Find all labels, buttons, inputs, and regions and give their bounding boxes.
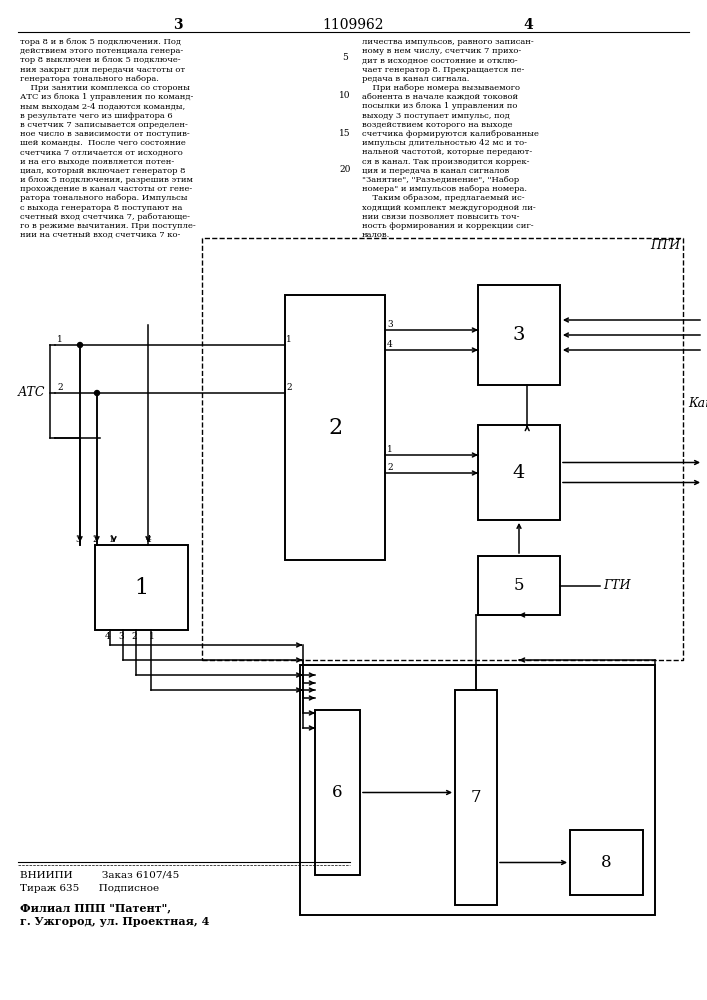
Text: 5: 5 [342,53,348,62]
Text: 20: 20 [339,165,351,174]
Bar [570,830,643,895]
Text: 3: 3 [118,632,124,641]
Text: ГТИ: ГТИ [603,579,631,592]
Text: 2: 2 [387,463,392,472]
Circle shape [78,342,83,348]
Text: Филиал ППП "Патент",: Филиал ППП "Патент", [20,902,171,913]
Text: 1: 1 [57,335,63,344]
Text: 2: 2 [328,416,342,438]
Bar [95,545,188,630]
Text: АТС: АТС [18,386,45,399]
Bar [478,556,560,615]
Text: 2: 2 [92,535,98,544]
Text: ПТИ: ПТИ [650,239,680,252]
Text: 1: 1 [149,632,155,641]
Circle shape [95,390,100,395]
Text: 3: 3 [387,320,392,329]
Bar [478,425,560,520]
Text: 4: 4 [513,464,525,482]
Text: 1: 1 [286,335,292,344]
Text: 4: 4 [523,18,533,32]
Text: 4: 4 [105,632,111,641]
Bar [478,285,560,385]
Text: 5: 5 [514,577,525,594]
Text: 3: 3 [75,535,81,544]
Text: 8: 8 [601,854,612,871]
Bar [202,238,683,660]
Text: 3: 3 [173,18,183,32]
Text: 15: 15 [339,128,351,137]
Text: тора 8 и в блок 5 подключения. Под
действием этого потенциала генера-
тор 8 выкл: тора 8 и в блок 5 подключения. Под дейст… [20,38,196,239]
Text: ВНИИПИ         Заказ 6107/45: ВНИИПИ Заказ 6107/45 [20,870,180,879]
Text: 2: 2 [57,383,63,392]
Text: 4: 4 [146,535,152,544]
Text: 2: 2 [286,383,291,392]
Text: Канал: Канал [688,397,707,410]
Text: г. Ужгород, ул. Проектная, 4: г. Ужгород, ул. Проектная, 4 [20,916,209,927]
Bar [315,710,360,875]
Text: 6: 6 [332,784,343,801]
Text: 1109962: 1109962 [322,18,384,32]
Text: личества импульсов, равного записан-
ному в нем числу, счетчик 7 прихо-
дит в ис: личества импульсов, равного записан- ном… [362,38,539,239]
Text: 3: 3 [513,326,525,344]
Text: 7: 7 [471,789,481,806]
Text: 1: 1 [109,535,115,544]
Text: Тираж 635      Подписное: Тираж 635 Подписное [20,884,159,893]
Bar [285,295,385,560]
Text: 1: 1 [387,445,393,454]
Text: 10: 10 [339,91,351,100]
Bar [300,665,655,915]
Text: 4: 4 [387,340,393,349]
Bar [455,690,497,905]
Text: 1: 1 [134,576,148,598]
Text: 2: 2 [132,632,137,641]
